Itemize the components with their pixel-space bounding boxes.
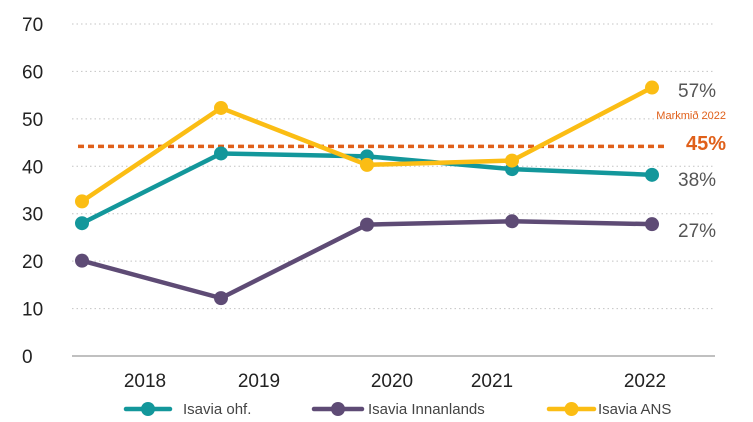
x-axis-ticks: 2018 2019 2020 2021 2022: [124, 371, 666, 392]
end-label: 27%: [678, 221, 716, 242]
y-tick-label: 20: [22, 252, 43, 273]
y-axis-ticks: 0 10 20 30 40 50 60 70: [22, 15, 43, 368]
y-tick-label: 30: [22, 205, 43, 226]
end-label: 38%: [678, 170, 716, 191]
legend-swatch-marker: [141, 402, 155, 416]
data-point: [360, 157, 374, 172]
data-point: [360, 217, 374, 232]
series-points: [75, 80, 659, 306]
target-label: Markmið 2022: [656, 110, 726, 122]
data-point: [75, 194, 89, 209]
end-label: 57%: [678, 81, 716, 102]
target-line-group: Markmið 2022 45%: [78, 110, 726, 155]
legend-label: Isavia ohf.: [183, 401, 251, 418]
x-tick-label: 2019: [238, 371, 280, 392]
data-point: [645, 217, 659, 232]
legend-label: Isavia ANS: [598, 401, 671, 418]
x-tick-label: 2021: [471, 371, 513, 392]
end-labels: 38% 27% 57%: [678, 81, 716, 242]
data-point: [645, 167, 659, 182]
data-point: [505, 153, 519, 168]
y-tick-label: 40: [22, 157, 43, 178]
y-tick-label: 0: [22, 347, 33, 368]
gridlines: [72, 23, 715, 357]
legend-swatch-marker: [564, 402, 579, 416]
legend: Isavia ohf. Isavia Innanlands Isavia ANS: [123, 401, 671, 418]
series-line-2: [79, 219, 655, 301]
series-line-3: [79, 85, 655, 204]
y-tick-label: 10: [22, 300, 43, 321]
data-point: [75, 253, 89, 268]
data-point: [75, 216, 89, 231]
x-tick-label: 2022: [624, 371, 666, 392]
target-value-label: 45%: [686, 133, 726, 155]
legend-label: Isavia Innanlands: [368, 401, 485, 418]
x-tick-label: 2018: [124, 371, 166, 392]
x-tick-label: 2020: [371, 371, 413, 392]
y-tick-label: 70: [22, 15, 43, 36]
legend-swatch-marker: [331, 402, 345, 416]
data-point: [214, 146, 228, 161]
data-point: [505, 214, 519, 229]
data-point: [214, 100, 228, 115]
y-tick-label: 50: [22, 110, 43, 131]
y-tick-label: 60: [22, 62, 43, 83]
data-point: [214, 291, 228, 306]
data-point: [645, 80, 659, 95]
